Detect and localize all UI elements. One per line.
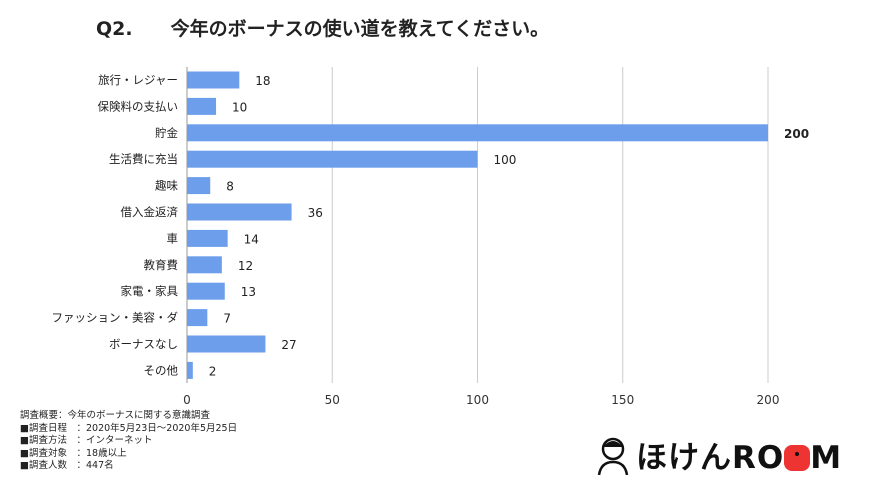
bar (187, 282, 225, 300)
logo-text-end: M (810, 440, 843, 476)
chart-title: Q2. 今年のボーナスの使い道を教えてください。 (96, 18, 550, 40)
hoken-room-logo: ほけんRO M (596, 432, 842, 477)
category-label: ボーナスなし (109, 337, 178, 351)
x-tick-label: 50 (325, 393, 340, 407)
data-label: 36 (308, 206, 323, 220)
bar (187, 256, 222, 274)
note-line: ■調査対象 ：18歳以上 (20, 447, 127, 459)
data-label: 10 (232, 100, 247, 114)
logo-text: ほけんRO (636, 440, 785, 476)
note-line: ■調査方法 ：インターネット (20, 435, 153, 446)
bar-chart: 0 50 100 150 200 旅行・レジャー 18 保険料の支払い 10 貯金 200 生活費に充… (52, 67, 809, 407)
bar (187, 203, 292, 221)
category-label: 旅行・レジャー (98, 73, 178, 87)
bar (187, 150, 478, 168)
bar (187, 361, 193, 379)
bar (187, 71, 240, 89)
data-label: 200 (784, 127, 809, 141)
data-label: 18 (255, 74, 270, 88)
x-tick-label: 150 (611, 393, 634, 407)
x-tick-label: 0 (183, 393, 191, 407)
category-label: 保険料の支払い (98, 99, 179, 113)
note-line: ■調査人数 ：447名 (20, 460, 114, 471)
category-label: 教育費 (144, 258, 179, 272)
category-label: 趣味 (155, 179, 178, 193)
category-label: 貯金 (155, 126, 178, 140)
category-label: その他 (144, 363, 179, 377)
bar (187, 335, 266, 353)
data-label: 13 (241, 285, 256, 299)
note-line: 調査概要：今年のボーナスに関する意識調査 (20, 410, 211, 421)
data-label: 12 (238, 259, 253, 273)
note-line: ■調査日程 ：2020年5月23日～2020年5月25日 (20, 422, 238, 434)
bar (187, 309, 208, 327)
door-icon (784, 445, 811, 471)
x-tick-label: 100 (466, 393, 489, 407)
bar (187, 124, 768, 142)
data-label: 14 (244, 232, 259, 246)
data-label: 8 (226, 180, 234, 194)
category-label: 借入金返済 (121, 205, 179, 219)
bar (187, 97, 217, 115)
bar (187, 177, 211, 195)
data-label: 7 (223, 312, 231, 326)
person-icon (597, 437, 629, 475)
bar (187, 229, 228, 247)
category-label: 生活費に充当 (109, 152, 178, 166)
data-label: 2 (209, 364, 217, 378)
x-tick-label: 200 (757, 393, 780, 407)
category-label: 家電・家具 (121, 284, 179, 298)
survey-notes: 調査概要：今年のボーナスに関する意識調査 ■調査日程 ：2020年5月23日～2… (20, 410, 237, 473)
data-label: 100 (494, 153, 517, 167)
data-label: 27 (281, 338, 296, 352)
category-label: ファッション・美容・ダ (52, 311, 179, 325)
category-label: 車 (167, 231, 179, 245)
